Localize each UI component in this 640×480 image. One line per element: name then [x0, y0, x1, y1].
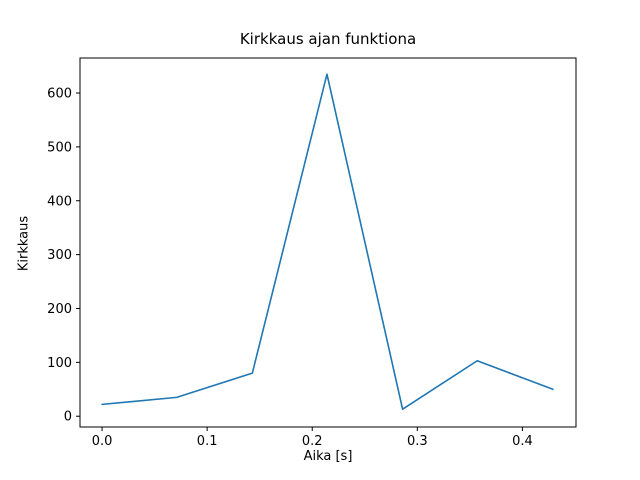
- x-tick-label: 0.3: [407, 434, 428, 449]
- x-tick-label: 0.1: [197, 434, 218, 449]
- chart-title: Kirkkaus ajan funktiona: [239, 30, 417, 48]
- y-tick-label: 0: [64, 410, 72, 425]
- x-tick-label: 0.0: [92, 434, 113, 449]
- y-tick-label: 100: [47, 356, 72, 371]
- y-tick-label: 500: [47, 140, 72, 155]
- x-tick-label: 0.4: [512, 434, 533, 449]
- data-line: [101, 73, 554, 411]
- x-tick-label: 0.2: [302, 434, 323, 449]
- y-tick-label: 300: [47, 248, 72, 263]
- x-axis-label: Aika [s]: [303, 449, 353, 464]
- y-tick-label: 600: [47, 87, 72, 102]
- y-tick-label: 400: [47, 194, 72, 209]
- axes-spines: [79, 57, 577, 428]
- y-tick-label: 200: [47, 302, 72, 317]
